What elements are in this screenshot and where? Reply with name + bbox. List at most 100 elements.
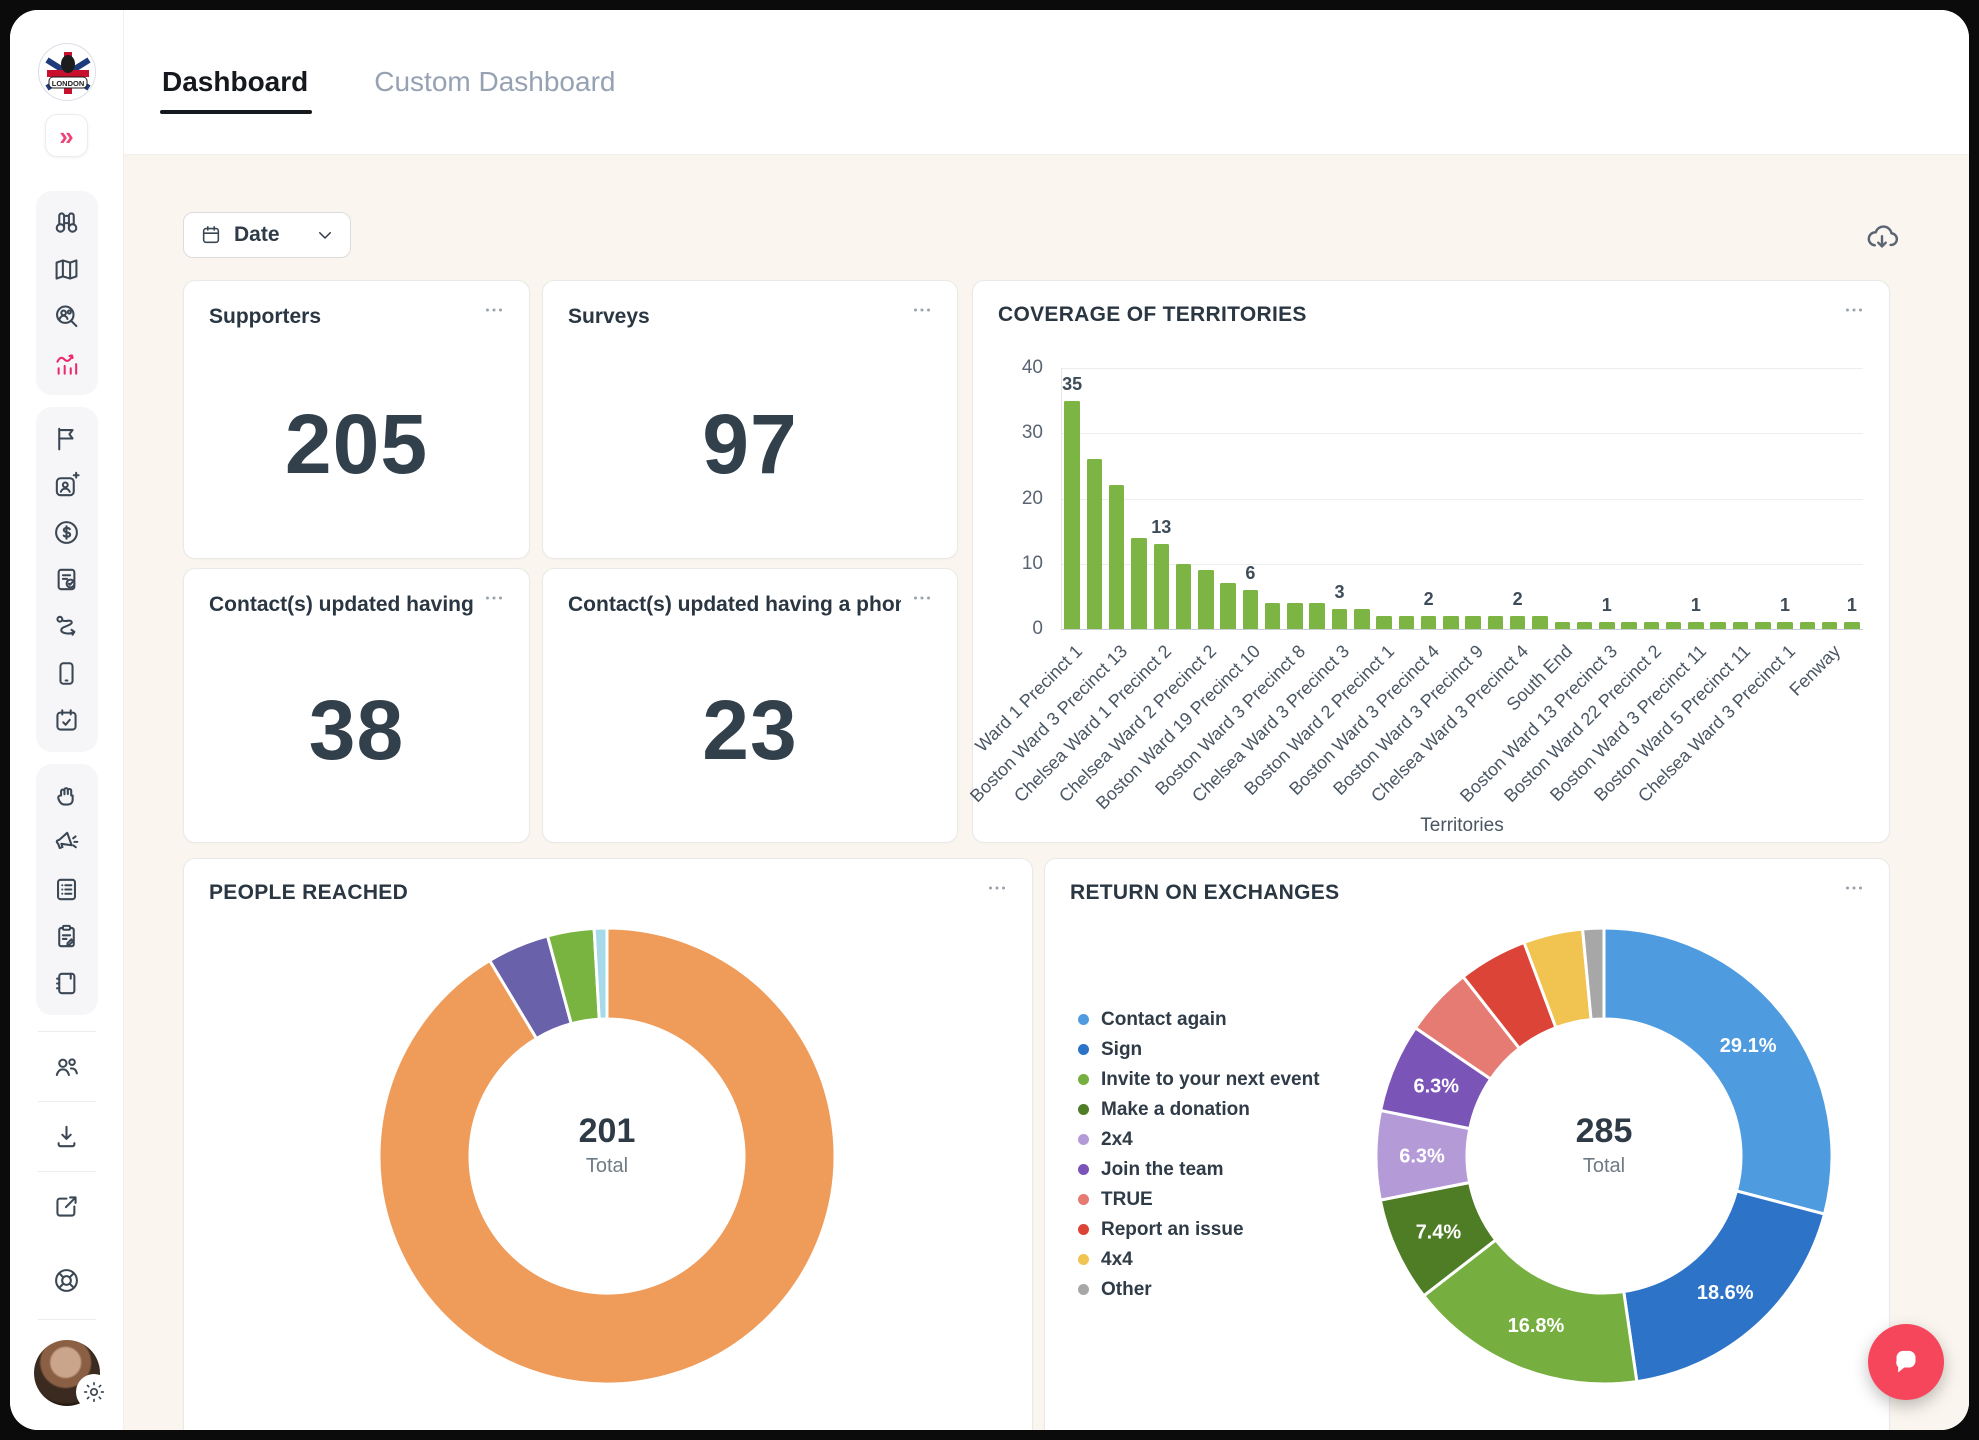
clipboard-edit-icon[interactable] xyxy=(48,918,85,955)
territory-bar[interactable] xyxy=(1220,583,1236,629)
y-axis-tick: 0 xyxy=(1032,618,1043,639)
territory-bar[interactable] xyxy=(1175,563,1192,629)
territory-bar[interactable] xyxy=(1198,570,1214,629)
territory-bar[interactable] xyxy=(1844,622,1860,629)
form-icon[interactable] xyxy=(48,871,85,908)
territory-bar[interactable] xyxy=(1755,622,1771,629)
chat-icon xyxy=(1896,1350,1916,1373)
megaphone-icon[interactable] xyxy=(48,824,85,861)
ellipsis-icon[interactable] xyxy=(481,585,507,611)
fist-icon[interactable] xyxy=(48,777,85,814)
legend-item[interactable]: Join the team xyxy=(1078,1159,1320,1180)
chat-bubble-button[interactable] xyxy=(1868,1324,1944,1400)
date-filter-button[interactable]: Date xyxy=(183,212,351,258)
donut-slice[interactable] xyxy=(377,926,837,1386)
territory-bar[interactable] xyxy=(1643,622,1660,629)
ellipsis-icon[interactable] xyxy=(909,585,935,611)
legend-item[interactable]: Make a donation xyxy=(1078,1099,1320,1120)
territory-bar[interactable] xyxy=(1821,622,1838,629)
territory-bar[interactable] xyxy=(1354,609,1370,629)
territory-bar[interactable] xyxy=(1599,622,1615,629)
territory-bar[interactable] xyxy=(1487,615,1504,629)
tab-custom-dashboard[interactable]: Custom Dashboard xyxy=(374,66,616,97)
binoculars-icon[interactable] xyxy=(48,204,85,241)
legend-item[interactable]: 4x4 xyxy=(1078,1249,1320,1270)
legend-label: 4x4 xyxy=(1101,1248,1133,1270)
sidebar-divider xyxy=(37,1171,96,1172)
donut-slice[interactable] xyxy=(592,926,609,1021)
territory-bar[interactable] xyxy=(1153,544,1169,629)
grid-line xyxy=(1061,433,1863,435)
territory-bar[interactable] xyxy=(1576,622,1593,629)
donation-icon[interactable] xyxy=(48,514,85,551)
tab-dashboard[interactable]: Dashboard xyxy=(159,66,313,114)
help-icon[interactable] xyxy=(48,1262,85,1299)
territory-bar[interactable] xyxy=(1799,622,1816,629)
calendar-check-icon[interactable] xyxy=(48,702,85,739)
territory-bar[interactable] xyxy=(1532,615,1548,629)
territory-bar[interactable] xyxy=(1131,537,1147,629)
y-axis-tick: 30 xyxy=(1021,422,1043,444)
territory-bar[interactable] xyxy=(1621,622,1637,629)
territory-bar[interactable] xyxy=(1443,615,1459,629)
sidebar-expand-button[interactable]: » xyxy=(45,114,88,157)
chart-title: PEOPLE REACHED xyxy=(209,881,409,904)
phone-icon[interactable] xyxy=(48,655,85,692)
team-icon[interactable] xyxy=(48,1048,85,1085)
kpi-title: Supporters xyxy=(209,305,322,328)
ellipsis-icon[interactable] xyxy=(984,875,1010,901)
analytics-icon[interactable] xyxy=(48,345,85,382)
cloud-download-icon[interactable] xyxy=(1864,219,1900,255)
territory-bar[interactable] xyxy=(1398,615,1415,629)
territory-bar[interactable] xyxy=(1331,609,1348,629)
legend-item[interactable]: Other xyxy=(1078,1279,1320,1300)
bar-value-label: 13 xyxy=(1151,517,1172,538)
flag-icon[interactable] xyxy=(48,420,85,457)
territory-bar[interactable] xyxy=(1420,615,1437,629)
territory-bar[interactable] xyxy=(1465,615,1481,629)
territory-bar[interactable] xyxy=(1665,622,1682,629)
route-icon[interactable] xyxy=(48,608,85,645)
territory-bar[interactable] xyxy=(1376,615,1392,629)
legend-item[interactable]: TRUE xyxy=(1078,1189,1320,1210)
donut-slice[interactable] xyxy=(1421,1237,1639,1386)
user-add-icon[interactable] xyxy=(48,467,85,504)
territory-bar[interactable] xyxy=(1309,602,1325,629)
donut-slice[interactable] xyxy=(1622,1189,1827,1384)
territory-bar[interactable] xyxy=(1732,622,1749,629)
legend-item[interactable]: Report an issue xyxy=(1078,1219,1320,1240)
bar-value-label: 3 xyxy=(1334,582,1345,603)
ellipsis-icon[interactable] xyxy=(481,297,507,323)
territory-bar[interactable] xyxy=(1108,485,1125,629)
territory-bar[interactable] xyxy=(1086,459,1103,629)
ellipsis-icon[interactable] xyxy=(1841,297,1867,323)
territory-bar[interactable] xyxy=(1777,622,1793,629)
territory-bar[interactable] xyxy=(1264,602,1281,629)
legend-item[interactable]: Contact again xyxy=(1078,1009,1320,1030)
ellipsis-icon[interactable] xyxy=(1841,875,1867,901)
map-icon[interactable] xyxy=(48,251,85,288)
territory-bar[interactable] xyxy=(1064,400,1080,629)
user-search-icon[interactable] xyxy=(48,298,85,335)
donut-slice[interactable] xyxy=(1602,926,1834,1216)
donut-total-value: 285 xyxy=(1575,1112,1633,1150)
territory-bar[interactable] xyxy=(1554,622,1570,629)
territory-bar[interactable] xyxy=(1287,602,1303,629)
territory-bar[interactable] xyxy=(1509,615,1526,629)
legend-item[interactable]: 2x4 xyxy=(1078,1129,1320,1150)
survey-check-icon[interactable] xyxy=(48,561,85,598)
territory-bar[interactable] xyxy=(1242,589,1259,629)
donut-slice[interactable] xyxy=(1580,926,1606,1022)
external-link-icon[interactable] xyxy=(48,1188,85,1225)
notebook-icon[interactable] xyxy=(48,965,85,1002)
territory-bar[interactable] xyxy=(1710,622,1726,629)
ellipsis-icon[interactable] xyxy=(909,297,935,323)
gear-icon[interactable] xyxy=(75,1374,112,1410)
territory-bar[interactable] xyxy=(1688,622,1704,629)
legend-item[interactable]: Invite to your next event xyxy=(1078,1069,1320,1090)
sidebar-divider xyxy=(37,1031,96,1032)
download-icon[interactable] xyxy=(48,1118,85,1155)
legend-item[interactable]: Sign xyxy=(1078,1039,1320,1060)
grid-line xyxy=(1061,563,1863,565)
date-filter-label: Date xyxy=(234,223,280,246)
